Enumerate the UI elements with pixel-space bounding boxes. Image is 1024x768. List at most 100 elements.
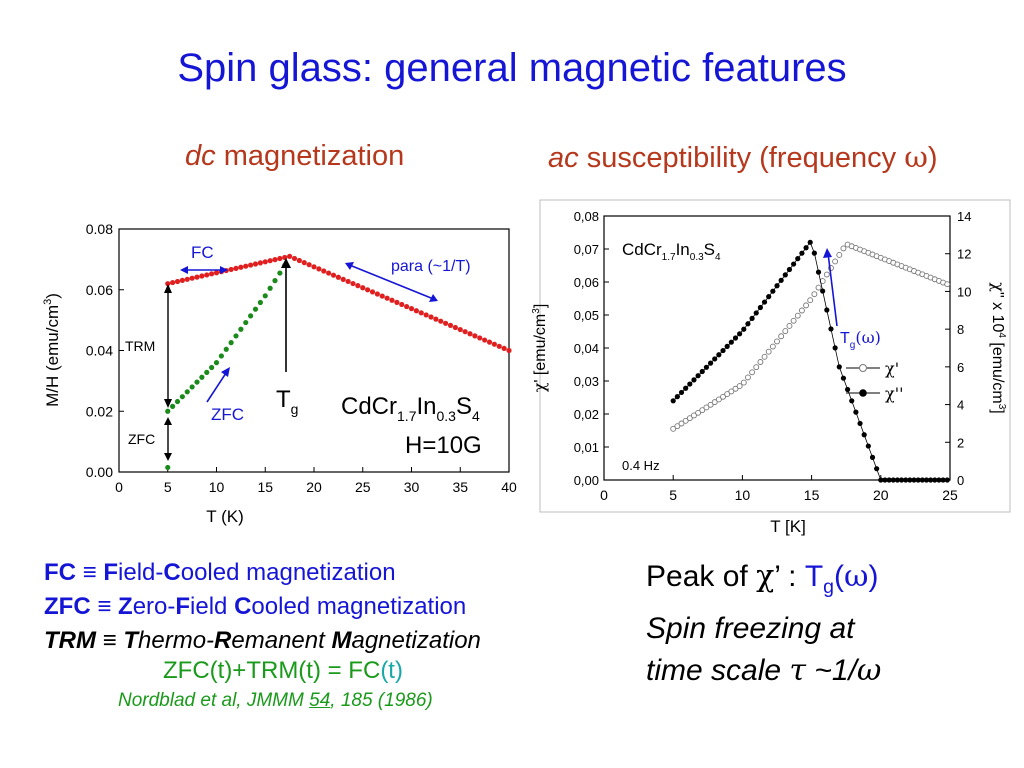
chi-prime-point [811, 291, 818, 298]
fc-point [311, 264, 317, 270]
dc-xtick-label: 40 [501, 479, 517, 495]
chi-double-prime-point [741, 326, 747, 332]
zfc-arrow [206, 369, 229, 403]
zfc-point [209, 364, 215, 371]
chi-double-prime-point [766, 294, 772, 300]
subtitle-dc: dc magnetization [185, 140, 405, 172]
chi-double-prime-point [749, 315, 755, 321]
chi-prime-point [686, 415, 693, 422]
chi-prime-point [753, 364, 760, 371]
dc-xtick-label: 5 [164, 479, 172, 495]
dc-ylabel: M/H (emu/cm3) [42, 293, 62, 407]
fc-point [184, 276, 190, 282]
fc-point [316, 266, 322, 272]
ac-xlabel: T [K] [770, 517, 806, 536]
fc-point [199, 273, 205, 279]
zfc-point [262, 293, 268, 299]
chi-double-prime-point [803, 245, 809, 251]
ac-xtick-label: 20 [873, 487, 889, 503]
chi-double-prime-point [770, 288, 776, 294]
chi-prime-point [823, 271, 830, 278]
chi-prime-point [691, 412, 697, 419]
chi-double-prime-point [898, 477, 905, 483]
chi-double-prime-point [691, 377, 697, 383]
dc-xtick-label: 35 [452, 479, 468, 495]
zfc-label: ZFC [211, 405, 244, 424]
fc-point [326, 270, 332, 276]
slide-title: Spin glass: general magnetic features [177, 46, 847, 90]
chi-prime-point [720, 393, 726, 400]
dc-field: H=10G [405, 432, 482, 459]
chi-prime-point [807, 297, 814, 304]
chi-prime-point [715, 396, 722, 403]
chi-double-prime-point [815, 269, 822, 275]
chi-double-prime-point [832, 345, 838, 351]
chi-double-prime-point [915, 477, 921, 483]
chi-prime-point [765, 348, 772, 355]
fc-point [287, 253, 293, 259]
definition-row: TRM ≡ Thermo-Remanent Magnetization [44, 627, 481, 654]
chi-double-prime-point [890, 477, 896, 483]
fc-point [301, 260, 307, 266]
chi-double-prime-point [778, 277, 784, 283]
fc-point [379, 293, 385, 299]
fc-point [345, 278, 351, 285]
fc-point [482, 337, 488, 343]
chi-prime-point [707, 401, 714, 408]
fc-point [428, 314, 434, 320]
chi-double-prime-point [932, 477, 938, 483]
fc-point [170, 279, 176, 286]
reference: Nordblad et al, JMMM 54, 185 (1986) [118, 690, 433, 711]
ac-tg-label: Tg(ω) [840, 328, 881, 351]
peak-note: Peak of χ’ : Tg(ω) Spin freezing at time… [646, 559, 882, 688]
chi-prime-point [695, 409, 702, 416]
zfc-point [243, 319, 249, 326]
fc-point [394, 299, 400, 305]
fc-label: FC [191, 243, 214, 262]
dc-xtick-label: 25 [355, 479, 371, 495]
ac-axis-ticks: 0 5 10 15 20 250,000,010,020,030,040,050,060,… [574, 209, 972, 503]
chi-prime-point [699, 407, 706, 414]
fc-point [496, 343, 502, 349]
zfc-point [189, 384, 195, 390]
zfc-point [204, 369, 210, 375]
fc-point [501, 345, 507, 352]
dc-ytick-label: 0.00 [86, 464, 113, 480]
zfc-point [257, 299, 263, 306]
chi-prime-point [769, 343, 776, 350]
fc-point [340, 276, 346, 282]
chi-double-prime-point [687, 381, 693, 387]
fc-point [408, 306, 415, 312]
zfc-point [174, 398, 181, 405]
chi-double-prime-point [923, 477, 930, 483]
ac-ytick-label: 0,04 [574, 341, 599, 356]
dc-xlabel: T (K) [206, 507, 243, 526]
ac-figure-border [539, 199, 1011, 513]
chi-double-prime-point [874, 466, 880, 472]
chi-prime-point [790, 317, 797, 324]
fc-point [189, 275, 195, 281]
ac-ylabel-left: χ' [emu/cm3] [530, 304, 549, 393]
chi-double-prime-point [849, 398, 855, 404]
fc-point [204, 272, 210, 278]
chi-prime-point [711, 399, 718, 406]
fc-point [447, 322, 454, 328]
chi-double-prime-point [940, 477, 946, 483]
zfc-point [199, 374, 205, 380]
chi-prime-point [728, 388, 735, 395]
fc-point [262, 259, 268, 265]
fc-point [365, 287, 371, 293]
fc-point [350, 280, 356, 287]
ac-data-points [670, 239, 951, 483]
fc-point [296, 257, 302, 264]
fc-point [374, 291, 380, 297]
chi-double-prime-point [757, 304, 763, 311]
fc-point [369, 289, 376, 295]
fc-point [209, 271, 215, 277]
dc-xtick-label: 20 [306, 479, 322, 495]
fc-point [243, 263, 249, 269]
ac-ytick-right-label: 14 [957, 209, 971, 224]
ac-ytick-label: 0,05 [574, 308, 599, 323]
ac-legend: χ' χ'' [846, 359, 904, 403]
chi-prime-point [732, 385, 739, 392]
